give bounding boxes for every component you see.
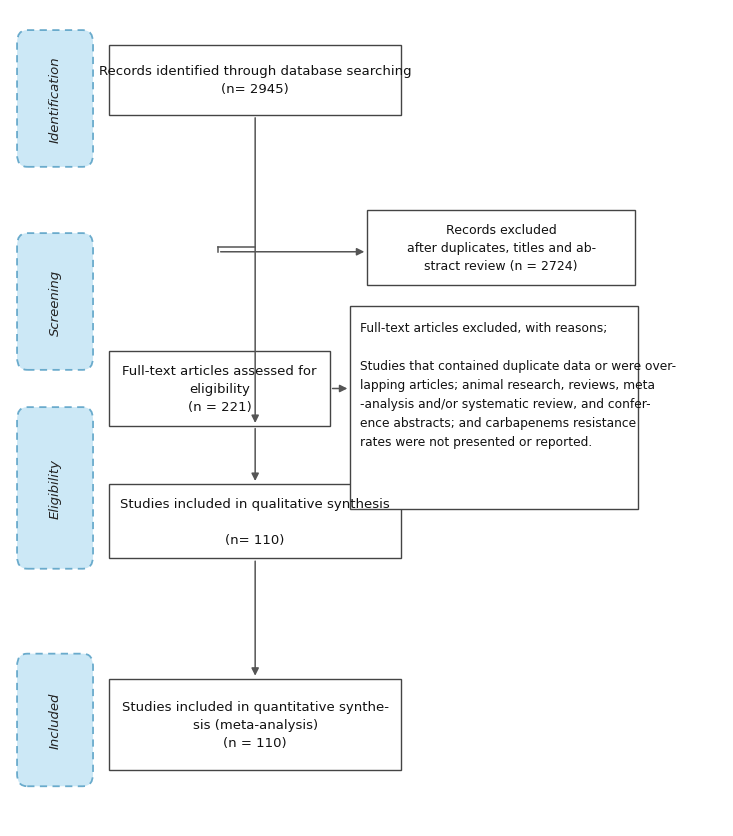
FancyBboxPatch shape (109, 679, 401, 770)
FancyBboxPatch shape (17, 234, 93, 370)
Text: Screening: Screening (48, 269, 62, 335)
FancyBboxPatch shape (367, 211, 635, 286)
Text: Identification: Identification (48, 56, 62, 143)
FancyBboxPatch shape (350, 306, 638, 509)
FancyBboxPatch shape (109, 45, 401, 116)
Text: Full-text articles assessed for
eligibility
(n = 221): Full-text articles assessed for eligibil… (122, 364, 317, 414)
Text: Studies included in qualitative synthesis

(n= 110): Studies included in qualitative synthesi… (120, 497, 390, 546)
Text: Included: Included (48, 692, 62, 748)
Text: Full-text articles excluded, with reasons;

Studies that contained duplicate dat: Full-text articles excluded, with reason… (361, 321, 677, 448)
FancyBboxPatch shape (17, 654, 93, 787)
Text: Studies included in quantitative synthe-
sis (meta-analysis)
(n = 110): Studies included in quantitative synthe-… (122, 700, 388, 749)
Text: Records excluded
after duplicates, titles and ab-
stract review (n = 2724): Records excluded after duplicates, title… (407, 224, 596, 273)
Text: Eligibility: Eligibility (48, 458, 62, 518)
FancyBboxPatch shape (17, 408, 93, 569)
Text: Records identified through database searching
(n= 2945): Records identified through database sear… (99, 65, 411, 96)
FancyBboxPatch shape (109, 484, 401, 558)
FancyBboxPatch shape (109, 352, 330, 426)
FancyBboxPatch shape (17, 31, 93, 168)
